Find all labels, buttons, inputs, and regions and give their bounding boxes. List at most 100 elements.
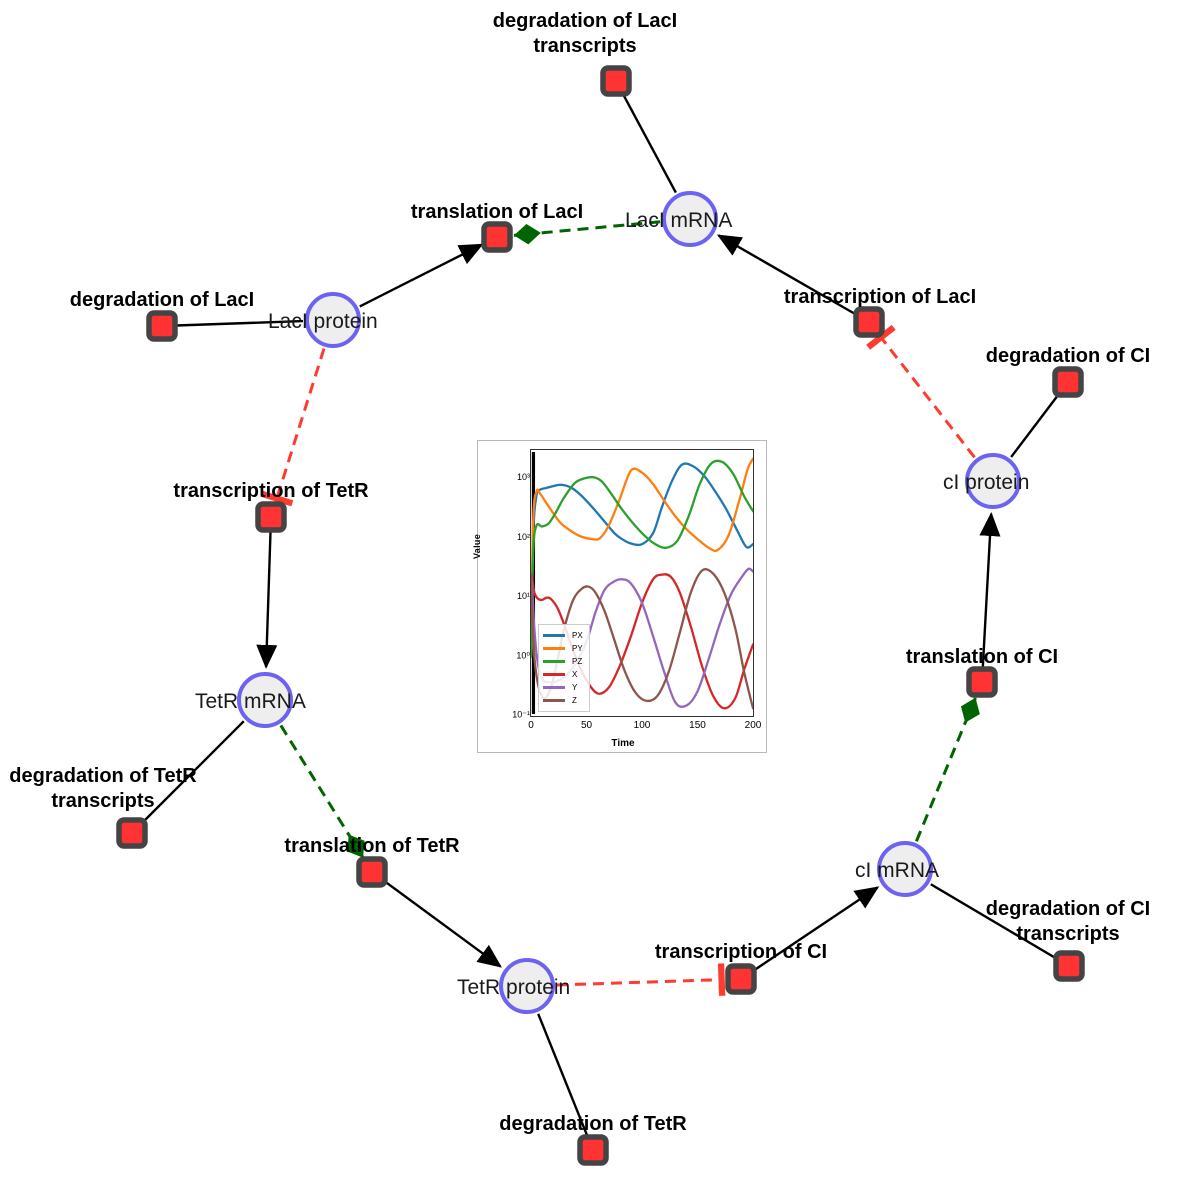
- chart-legend-item: X: [543, 668, 583, 681]
- chart-legend-label: PX: [572, 631, 583, 640]
- chart-legend: PX PY PZ X Y Z: [538, 624, 590, 712]
- chart-legend-swatch: [543, 673, 565, 676]
- chart-legend-swatch: [543, 686, 565, 689]
- edge-translation_tetr-to-tetr_protein: [382, 879, 502, 968]
- edge-translation_laci-to-laci_protein: [359, 243, 484, 308]
- reaction-node-deg_ci[interactable]: [1052, 366, 1084, 398]
- chart-y-tick: 10⁰: [516, 650, 530, 661]
- chart-legend-swatch: [543, 647, 565, 650]
- chart-legend-label: PZ: [572, 657, 583, 666]
- reaction-label-deg_tetr_transcripts: transcripts: [51, 790, 154, 812]
- chart-series-svg: [531, 452, 753, 714]
- chart-series-PY: [531, 457, 753, 658]
- edge-ci_mrna-to-translation_ci: [915, 697, 980, 842]
- reaction-label-transcription_tetr: transcription of TetR: [173, 480, 369, 502]
- chart-series-X: [531, 572, 753, 710]
- reaction-label-translation_tetr: translation of TetR: [284, 835, 460, 857]
- reaction-label-deg_ci_transcripts: transcripts: [1016, 923, 1119, 945]
- timecourse-chart-inset: Value Time 10⁻¹ 10⁰ 10¹ 10² 10³ 0 50 100 150 200…: [472, 440, 767, 753]
- edge-ci_protein-to-deg_ci: [1010, 392, 1061, 458]
- edge-transcription_tetr-to-tetr_mrna: [256, 530, 278, 669]
- chart-y-tick: 10³: [516, 472, 530, 483]
- chart-legend-item: PX: [543, 629, 583, 642]
- reaction-node-deg_tetr[interactable]: [577, 1134, 609, 1166]
- edge-translation_ci-to-ci_protein: [979, 512, 1001, 669]
- edge-ci_mrna-to-deg_ci_transcripts: [930, 883, 1058, 960]
- chart-legend-label: Z: [572, 696, 577, 705]
- reaction-label-deg_laci_transcripts: degradation of LacI: [493, 10, 677, 32]
- reaction-label-deg_tetr_transcripts: degradation of TetR: [9, 765, 197, 787]
- species-label-tetr_mrna: TetR mRNA: [195, 690, 306, 713]
- reaction-label-deg_laci: degradation of LacI: [70, 289, 254, 311]
- chart-y-tick: 10¹: [516, 591, 530, 602]
- reaction-node-translation_ci[interactable]: [966, 666, 998, 698]
- chart-legend-item: Y: [543, 681, 583, 694]
- chart-y-tick: 10⁻¹: [512, 709, 530, 720]
- species-node-tetr_mrna[interactable]: [237, 672, 293, 728]
- chart-legend-label: PY: [572, 644, 583, 653]
- reaction-label-deg_tetr: degradation of TetR: [499, 1113, 687, 1135]
- chart-legend-swatch: [543, 634, 565, 637]
- node-layer: [116, 65, 1085, 1166]
- species-label-ci_protein: cI protein: [943, 471, 1029, 494]
- species-node-ci_protein[interactable]: [965, 453, 1021, 509]
- reaction-node-translation_laci[interactable]: [481, 221, 513, 253]
- edge-ci_protein-to-transcription_laci: [866, 324, 976, 459]
- edge-transcription_laci-to-laci_mrna: [716, 234, 858, 317]
- chart-legend-swatch: [543, 699, 565, 702]
- chart-x-axis-label: Time: [611, 738, 635, 749]
- edge-laci_mrna-to-deg_laci_transcripts: [621, 92, 677, 194]
- reaction-node-deg_laci_transcripts[interactable]: [600, 65, 632, 97]
- edge-layer: [141, 92, 1061, 1138]
- chart-legend-item: PY: [543, 642, 583, 655]
- chart-legend-label: Y: [572, 683, 578, 692]
- edge-tetr_protein-to-deg_tetr: [537, 1013, 589, 1138]
- species-node-laci_protein[interactable]: [305, 292, 361, 348]
- species-label-tetr_protein: TetR protein: [457, 976, 570, 999]
- reaction-node-deg_ci_transcripts[interactable]: [1053, 950, 1085, 982]
- reaction-label-translation_laci: translation of LacI: [411, 201, 583, 223]
- edge-transcription_ci-to-ci_mrna: [751, 886, 880, 973]
- reaction-node-deg_laci[interactable]: [146, 310, 178, 342]
- chart-x-tick: 200: [744, 720, 762, 731]
- species-label-ci_mrna: cI mRNA: [855, 859, 939, 882]
- reaction-label-deg_laci_transcripts: transcripts: [533, 35, 636, 57]
- species-node-tetr_protein[interactable]: [499, 958, 555, 1014]
- chart-plot-area: PX PY PZ X Y Z: [530, 449, 754, 717]
- chart-y-axis-label: Value: [472, 533, 482, 559]
- edge-laci_protein-to-deg_laci: [175, 319, 304, 327]
- chart-y-tick: 10²: [516, 531, 530, 542]
- reaction-label-deg_ci: degradation of CI: [986, 345, 1150, 367]
- reaction-node-transcription_laci[interactable]: [853, 306, 885, 338]
- reaction-node-translation_tetr[interactable]: [356, 856, 388, 888]
- reaction-node-transcription_ci[interactable]: [725, 963, 757, 995]
- chart-legend-item: Z: [543, 694, 583, 707]
- species-node-ci_mrna[interactable]: [877, 841, 933, 897]
- species-node-laci_mrna[interactable]: [662, 191, 718, 247]
- chart-series-PZ: [531, 459, 753, 658]
- edge-laci_protein-to-transcription_tetr: [260, 348, 326, 507]
- edge-tetr_mrna-to-translation_tetr: [279, 724, 365, 859]
- reaction-node-transcription_tetr[interactable]: [255, 501, 287, 533]
- label-layer: degradation of LacI transcripts translatio…: [9, 10, 1150, 1135]
- chart-legend-swatch: [543, 660, 565, 663]
- reaction-label-deg_ci_transcripts: degradation of CI: [986, 898, 1150, 920]
- reaction-label-translation_ci: translation of CI: [906, 646, 1058, 668]
- reaction-label-transcription_laci: transcription of LacI: [784, 286, 976, 308]
- chart-x-tick: 0: [528, 720, 534, 731]
- chart-series-PX: [531, 462, 753, 658]
- chart-x-tick: 50: [580, 720, 593, 731]
- edge-tetr_protein-to-transcription_ci: [556, 963, 726, 996]
- chart-x-tick: 100: [633, 720, 651, 731]
- chart-x-tick: 150: [689, 720, 706, 731]
- species-label-laci_mrna: LacI mRNA: [625, 209, 732, 232]
- edge-tetr_mrna-to-deg_tetr_transcripts: [141, 720, 245, 824]
- edge-laci_mrna-to-translation_laci: [513, 220, 661, 245]
- chart-legend-label: X: [572, 670, 578, 679]
- species-label-laci_protein: LacI protein: [268, 310, 378, 333]
- reaction-node-deg_tetr_transcripts[interactable]: [116, 817, 148, 849]
- chart-legend-item: PZ: [543, 655, 583, 668]
- reaction-label-transcription_ci: transcription of CI: [655, 941, 827, 963]
